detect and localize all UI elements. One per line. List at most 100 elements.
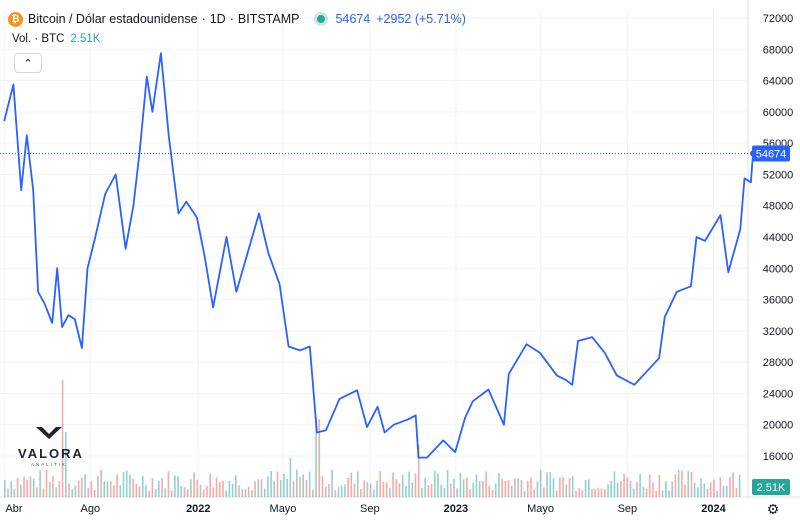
interval-label[interactable]: 1D bbox=[209, 12, 226, 26]
volume-bar bbox=[305, 479, 308, 497]
x-tick-label: Abr bbox=[5, 503, 22, 515]
volume-bar bbox=[475, 474, 478, 497]
volume-bar bbox=[97, 476, 99, 497]
volume-bar bbox=[318, 419, 321, 497]
volume-bar bbox=[446, 469, 449, 497]
volume-bar bbox=[382, 482, 385, 497]
volume-bar bbox=[13, 489, 16, 497]
volume-bar bbox=[607, 484, 609, 497]
y-tick-label: 16000 bbox=[763, 451, 794, 463]
volume-bar bbox=[597, 487, 600, 497]
volume-bar bbox=[697, 487, 699, 497]
volume-bar bbox=[430, 483, 433, 497]
volume-bar bbox=[385, 482, 388, 497]
volume-bar bbox=[267, 476, 269, 497]
chart-grid bbox=[0, 0, 800, 498]
volume-bar bbox=[433, 470, 436, 497]
volume-bar bbox=[568, 477, 571, 497]
volume-bar bbox=[32, 478, 35, 497]
volume-bar bbox=[681, 470, 683, 497]
volume-bar bbox=[148, 490, 150, 497]
volume-bar bbox=[45, 469, 48, 497]
volume-bar bbox=[604, 488, 606, 497]
volume-bar bbox=[616, 483, 619, 497]
volume-bar bbox=[29, 476, 32, 497]
y-tick-label: 36000 bbox=[763, 295, 794, 307]
volume-bar bbox=[42, 488, 45, 497]
separator: · bbox=[201, 12, 206, 26]
volume-bar bbox=[546, 472, 548, 497]
volume-bar bbox=[257, 479, 260, 497]
volume-bar bbox=[238, 485, 240, 497]
x-tick-label: Sep bbox=[618, 503, 638, 515]
x-tick-label: 2022 bbox=[186, 503, 210, 515]
volume-bar bbox=[241, 489, 244, 497]
collapse-legend-button[interactable]: ⌃ bbox=[14, 53, 42, 73]
volume-bar bbox=[212, 487, 215, 497]
volume-bar bbox=[655, 490, 657, 497]
volume-bar bbox=[411, 482, 414, 497]
volume-bar bbox=[183, 487, 186, 497]
volume-bar bbox=[193, 472, 195, 497]
volume-bar bbox=[491, 489, 494, 497]
volume-bar bbox=[373, 489, 375, 497]
volume-legend[interactable]: Vol. · BTC 2.51K bbox=[12, 33, 100, 45]
symbol-title: Bitcoin / Dólar estadounidense bbox=[28, 12, 198, 26]
settings-gear-icon[interactable]: ⚙ bbox=[766, 500, 780, 517]
volume-bar bbox=[292, 481, 295, 497]
volume-bar bbox=[552, 478, 555, 497]
volume-bar bbox=[610, 480, 613, 497]
volume-bar bbox=[196, 480, 199, 497]
volume-bar bbox=[283, 473, 285, 497]
volume-bar bbox=[600, 488, 603, 497]
y-tick-label: 64000 bbox=[763, 76, 794, 88]
volume-bar bbox=[39, 470, 41, 497]
volume-bar bbox=[501, 479, 503, 497]
volume-bar bbox=[408, 471, 410, 497]
volume-bar bbox=[295, 469, 298, 497]
price-axis: 7200068000640006000056000520004800044000… bbox=[763, 13, 794, 463]
volume-bar bbox=[620, 480, 622, 497]
volume-bar bbox=[177, 476, 179, 497]
volume-bar bbox=[661, 490, 664, 497]
volume-bar bbox=[735, 488, 738, 497]
volume-bar bbox=[427, 484, 430, 497]
volume-bar bbox=[690, 471, 693, 497]
volume-bar bbox=[440, 484, 442, 497]
volume-bar bbox=[366, 482, 369, 497]
volume-bar bbox=[591, 489, 593, 497]
volume-bar bbox=[270, 471, 272, 497]
y-tick-label: 40000 bbox=[763, 263, 794, 275]
volume-bar bbox=[510, 485, 513, 497]
volume-bar bbox=[81, 477, 83, 497]
volume-bar bbox=[395, 479, 398, 497]
volume-value: 2.51K bbox=[70, 33, 101, 45]
volume-bar bbox=[571, 476, 574, 497]
market-status-icon bbox=[317, 15, 326, 23]
bitcoin-icon: ₿ bbox=[8, 11, 23, 27]
volume-bar bbox=[61, 380, 64, 497]
volume-bar bbox=[328, 484, 330, 497]
volume-bar bbox=[398, 483, 401, 497]
y-tick-label: 52000 bbox=[763, 169, 794, 181]
y-tick-label: 44000 bbox=[763, 232, 794, 244]
volume-bar bbox=[84, 474, 86, 497]
volume-bar bbox=[132, 478, 134, 497]
volume-bar bbox=[462, 479, 465, 497]
volume-bar bbox=[405, 485, 407, 497]
volume-bar bbox=[520, 480, 523, 497]
volume-bar bbox=[321, 476, 324, 497]
volume-bar bbox=[584, 480, 587, 497]
y-tick-label: 32000 bbox=[763, 326, 794, 338]
symbol-header[interactable]: ₿ Bitcoin / Dólar estadounidense · 1D · … bbox=[8, 10, 466, 28]
volume-bar bbox=[199, 484, 202, 497]
volume-bar bbox=[417, 445, 420, 497]
volume-bar bbox=[16, 478, 19, 497]
volume-bar bbox=[709, 482, 712, 497]
watermark-logo: VALORA ANALITIK bbox=[18, 425, 82, 467]
volume-bar bbox=[116, 474, 118, 497]
volume-bar bbox=[225, 490, 227, 497]
volume-bar bbox=[706, 488, 709, 497]
price-change: +2952 (+5.71%) bbox=[376, 12, 466, 26]
